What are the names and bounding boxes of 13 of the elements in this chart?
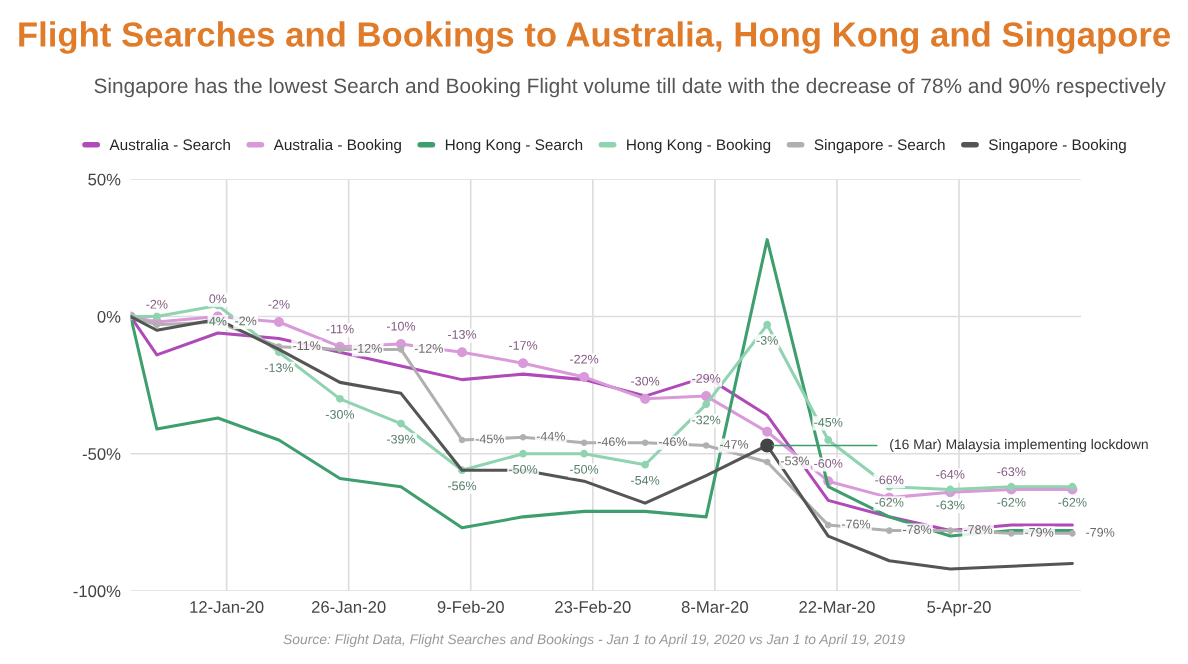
x-tick-label: 5-Apr-20 [927,601,991,617]
x-tick-label: 26-Jan-20 [311,601,386,613]
y-tick-label: 50% [88,173,121,186]
x-tick-label: 23-Feb-20 [555,600,631,613]
y-tick-label: -50% [82,448,121,460]
chart-subtitle: Singapore has the lowest Search and Booking Flight volume till date with the decrease of 78% and 90% respectively [94,77,1166,98]
y-tick-label: -100% [73,585,121,598]
x-tick-label: 8-Mar-20 [681,601,749,613]
x-tick-label: 12-Jan-20 [190,601,264,613]
x-tick-label: 9-Feb-20 [437,600,504,613]
x-tick-label: 22-Mar-20 [799,601,875,613]
chart-title: Flight Searches and Bookings to Australia, Hong Kong and Singapore [19,21,1170,54]
y-tick-label: 0% [97,310,121,323]
